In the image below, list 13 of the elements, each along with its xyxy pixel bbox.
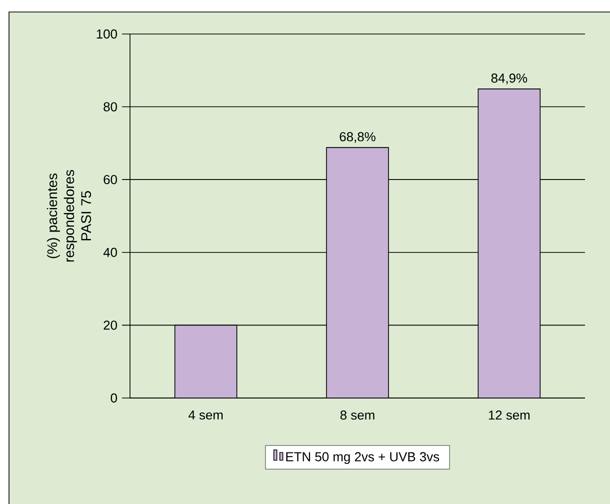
y-tick-label: 80: [104, 102, 117, 112]
y-axis-title: (%) pacientes respondedores PASI 75: [46, 170, 92, 262]
x-tick-label: 4 sem: [188, 410, 223, 420]
x-tick-label: 8 sem: [340, 410, 374, 420]
y-tick-label: 100: [96, 29, 117, 39]
legend-label: ETN 50 mg 2vs + UVB 3vs: [286, 452, 440, 464]
x-tick-label: 12 sem: [488, 410, 530, 420]
y-tick-label: 0: [110, 393, 117, 403]
data-label: 68,8%: [340, 132, 376, 143]
y-tick-label: 20: [104, 320, 117, 330]
y-tick-label: 60: [104, 174, 117, 184]
data-label: 84,9%: [491, 74, 528, 84]
y-tick-label: 40: [103, 248, 117, 257]
